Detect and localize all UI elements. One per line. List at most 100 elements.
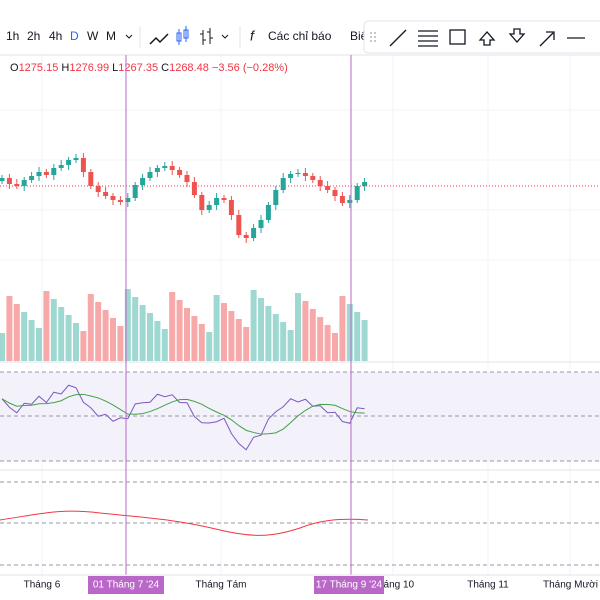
volume-bar [346,304,353,361]
crosshair-lines [125,55,352,575]
candle-body [14,184,20,186]
candle-body [80,158,86,172]
candle-body [29,176,35,180]
drag-handle[interactable] [370,32,376,42]
volume-bar [184,308,190,361]
bar-icon[interactable] [200,28,213,45]
volume-bar [80,331,87,361]
candle-body [117,200,123,202]
candle-body [325,186,331,190]
cursor-time-label: 17 Tháng 9 '24 [316,580,383,591]
volume-bar [354,312,361,361]
time-label: Tháng Mười h [543,580,600,591]
candle-body [21,180,27,186]
interval[interactable]: W [87,29,99,43]
volume-bar [65,315,72,361]
candle-icon[interactable] [176,26,189,45]
candle-body [66,160,72,165]
trend-line-tool[interactable] [389,29,407,47]
candle-body [58,165,64,168]
interval[interactable]: D [70,29,79,43]
line-chart-icon[interactable] [149,33,169,45]
candle-body [288,174,294,178]
interval[interactable]: M [106,29,116,43]
candle-body [332,190,338,196]
candle-body [177,170,183,175]
volume-bar [169,292,176,361]
volume-bar [295,293,301,361]
volume-bar [50,299,57,361]
arrow-up-tool[interactable] [478,31,496,46]
rectangle-tool[interactable] [449,29,466,45]
volume-bar [117,326,124,361]
candle-body [95,186,101,192]
volume-bar [324,325,331,361]
volume-bar [213,295,220,361]
volume-bar [124,289,131,361]
fx-icon[interactable]: f [250,28,256,44]
volume-bar [154,321,161,361]
candle-body [280,178,286,190]
candle-body [184,175,190,182]
candle-body [339,196,345,203]
volume-bar [287,330,294,361]
volume-bar [265,306,272,361]
volume-bar [147,313,153,361]
volume-bar [235,319,242,361]
volume-bar [0,333,5,361]
channel-tool[interactable] [418,30,438,47]
candle-body [317,180,323,186]
interval[interactable]: 1h [6,29,19,43]
arrow-down-tool[interactable] [508,28,526,43]
volume-bar [302,301,309,361]
candle-body [169,166,175,170]
more-button[interactable]: Biể [350,29,368,43]
volume-bar [317,317,324,361]
arrow-tool[interactable] [539,31,555,47]
candle-body [51,168,57,175]
volume [0,289,368,361]
volume-bar [58,307,65,361]
candle-body [206,205,212,210]
indicators-button[interactable]: Các chỉ báo [268,29,332,43]
ohlc-legend: O1275.15 H1276.99 L1267.35 C1268.48 −3.5… [10,62,288,74]
candle-body [0,178,5,181]
volume-bar [309,309,316,361]
candle-body [228,200,234,215]
candle-body [103,192,109,196]
interval[interactable]: 4h [49,29,62,43]
candle-body [310,176,316,180]
volume-bar [280,322,287,361]
candle-body [110,196,116,200]
volume-bar [95,302,102,361]
candle-body [191,182,197,195]
candle-body [199,195,205,210]
volume-bar [43,291,50,361]
candle-body [221,198,227,200]
candle-body [354,186,360,200]
volume-bar [221,303,227,361]
candle-body [73,158,79,160]
cursor-time-box [88,576,164,594]
candle-body [154,168,160,172]
volume-bar [13,304,20,361]
volume-bar [6,296,13,361]
candle-body [258,220,264,228]
volume-bar [243,327,250,361]
volume-bar [198,324,205,361]
time-label: Tháng 11 [467,580,509,591]
interval[interactable]: 2h [27,29,40,43]
candle-body [132,185,138,198]
candle-body [347,200,353,203]
candle-body [36,172,42,176]
candle-body [273,190,279,205]
dropdown-icon[interactable] [125,34,229,39]
volume-bar [361,320,368,361]
candle-body [236,215,242,235]
volume-bar [191,316,198,361]
rsi-ma-line [1,393,365,435]
cursor-time-box [314,576,384,594]
candle-body [251,228,257,238]
time-label: Tháng Tám [196,580,247,591]
